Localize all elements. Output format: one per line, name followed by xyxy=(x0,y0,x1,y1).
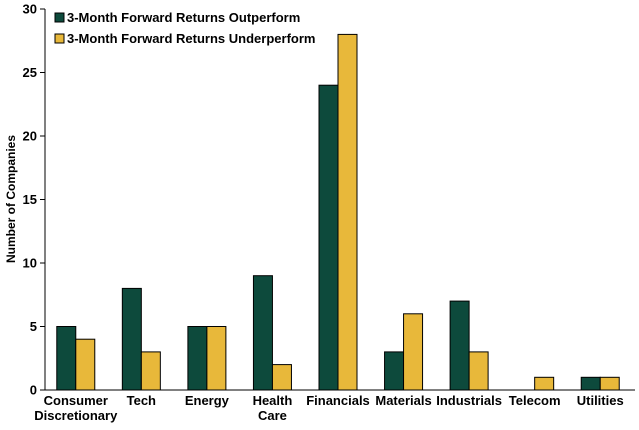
x-category-label-line: Financials xyxy=(306,393,370,408)
x-category-label-line: Tech xyxy=(127,393,156,408)
y-axis-title: Number of Companies xyxy=(4,135,18,263)
x-category-label-line: Health xyxy=(253,393,293,408)
y-tick-label: 5 xyxy=(30,319,37,334)
x-category-label-line: Energy xyxy=(185,393,230,408)
legend-swatch xyxy=(54,33,65,44)
bar-underperform xyxy=(468,351,489,391)
x-category-label: Materials xyxy=(375,393,431,408)
x-category-label-line: Industrials xyxy=(436,393,502,408)
y-tick-label: 0 xyxy=(30,383,37,398)
bar-underperform xyxy=(403,313,424,391)
bar-underperform xyxy=(271,364,292,391)
legend-label: 3-Month Forward Returns Outperform xyxy=(67,10,300,25)
bar-underperform xyxy=(337,33,358,391)
y-tick-label: 25 xyxy=(23,65,37,80)
x-category-label: Consumer Discretionary xyxy=(34,393,118,423)
x-category-label-line: Discretionary xyxy=(34,408,118,423)
x-category-label: Utilities xyxy=(577,393,624,408)
x-category-label: Industrials xyxy=(436,393,502,408)
legend-label: 3-Month Forward Returns Underperform xyxy=(67,31,315,46)
bar-underperform xyxy=(75,338,96,391)
x-category-label-line: Consumer xyxy=(44,393,108,408)
y-tick-label: 15 xyxy=(23,192,37,207)
bar-outperform xyxy=(318,84,339,391)
bar-outperform xyxy=(580,376,601,391)
x-category-label: Energy xyxy=(185,393,230,408)
bar-outperform xyxy=(252,275,273,391)
bar-outperform xyxy=(121,287,142,391)
y-tick-label: 20 xyxy=(23,129,37,144)
y-tick-label: 10 xyxy=(23,256,37,271)
bar-underperform xyxy=(534,376,555,391)
bar-outperform xyxy=(384,351,405,391)
x-category-label-line: Care xyxy=(258,408,287,423)
x-category-label: Financials xyxy=(306,393,370,408)
bar-outperform xyxy=(56,326,77,391)
x-category-label: Health Care xyxy=(253,393,293,423)
bar-outperform xyxy=(187,326,208,391)
bar-underperform xyxy=(206,326,227,391)
bar-underperform xyxy=(599,376,620,391)
bar-outperform xyxy=(449,300,470,391)
x-category-label-line: Telecom xyxy=(509,393,561,408)
bar-underperform xyxy=(140,351,161,391)
y-tick-label: 30 xyxy=(23,2,37,17)
x-category-label: Tech xyxy=(127,393,156,408)
x-category-label: Telecom xyxy=(509,393,561,408)
x-category-label-line: Utilities xyxy=(577,393,624,408)
legend-swatch xyxy=(54,12,65,23)
x-category-label-line: Materials xyxy=(375,393,431,408)
